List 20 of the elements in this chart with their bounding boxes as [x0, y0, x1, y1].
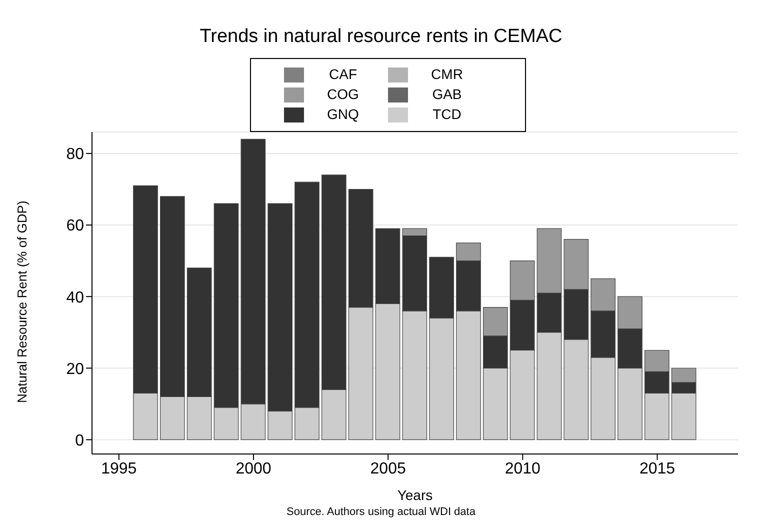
- y-tick-label: 20: [66, 360, 84, 378]
- legend-label: TCD: [432, 106, 462, 122]
- legend-label: GAB: [431, 86, 463, 102]
- x-tick-label: 2010: [504, 460, 541, 478]
- legend-label: COG: [326, 86, 360, 102]
- source-note: Source. Authors using actual WDI data: [286, 506, 476, 518]
- x-axis-title: Years: [397, 487, 433, 503]
- legend-label: GNQ: [326, 106, 360, 122]
- y-axis-title: Natural Resource Rent (% of GDP): [14, 200, 30, 403]
- x-tick-label: 1995: [101, 460, 137, 478]
- x-tick-label: 2000: [236, 460, 272, 478]
- y-tick-label: 80: [66, 146, 84, 164]
- y-tick-label: 0: [75, 432, 84, 450]
- legend-label: CAF: [328, 66, 358, 82]
- x-tick-label: 2005: [370, 460, 406, 478]
- legend-label: CMR: [430, 66, 464, 82]
- y-tick-label: 40: [66, 289, 84, 306]
- y-tick-label: 60: [66, 218, 84, 235]
- x-tick-label: 2015: [639, 460, 676, 478]
- chart-title: Trends in natural resource rents in CEMAC: [198, 25, 564, 49]
